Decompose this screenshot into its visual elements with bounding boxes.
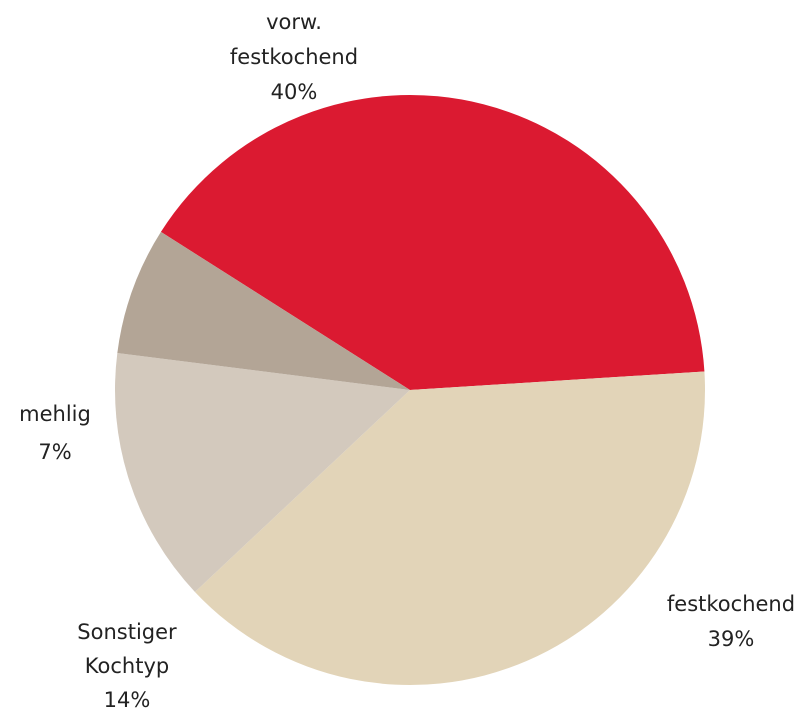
slice-labels: vorw. festkochend 40% festkochend 39% So… (19, 10, 795, 712)
slice-sonstiger-kochtyp (115, 353, 411, 592)
label-sonstiger-kochtyp-line2: Kochtyp (85, 654, 169, 678)
label-sonstiger-kochtyp-percent: 14% (104, 688, 151, 712)
slice-mehlig (117, 231, 410, 390)
label-vorw-festkochend-percent: 40% (271, 80, 318, 104)
label-vorw-festkochend-line1: vorw. (266, 10, 322, 34)
label-mehlig-line1: mehlig (19, 402, 91, 426)
slice-festkochend (194, 371, 706, 686)
label-mehlig-percent: 7% (38, 440, 71, 464)
label-festkochend-line1: festkochend (667, 592, 795, 616)
label-festkochend-percent: 39% (708, 627, 755, 651)
label-sonstiger-kochtyp-line1: Sonstiger (77, 620, 177, 644)
pie-slices (115, 94, 706, 686)
slice-vorw-festkochend (160, 94, 705, 391)
label-vorw-festkochend-line2: festkochend (230, 45, 358, 69)
